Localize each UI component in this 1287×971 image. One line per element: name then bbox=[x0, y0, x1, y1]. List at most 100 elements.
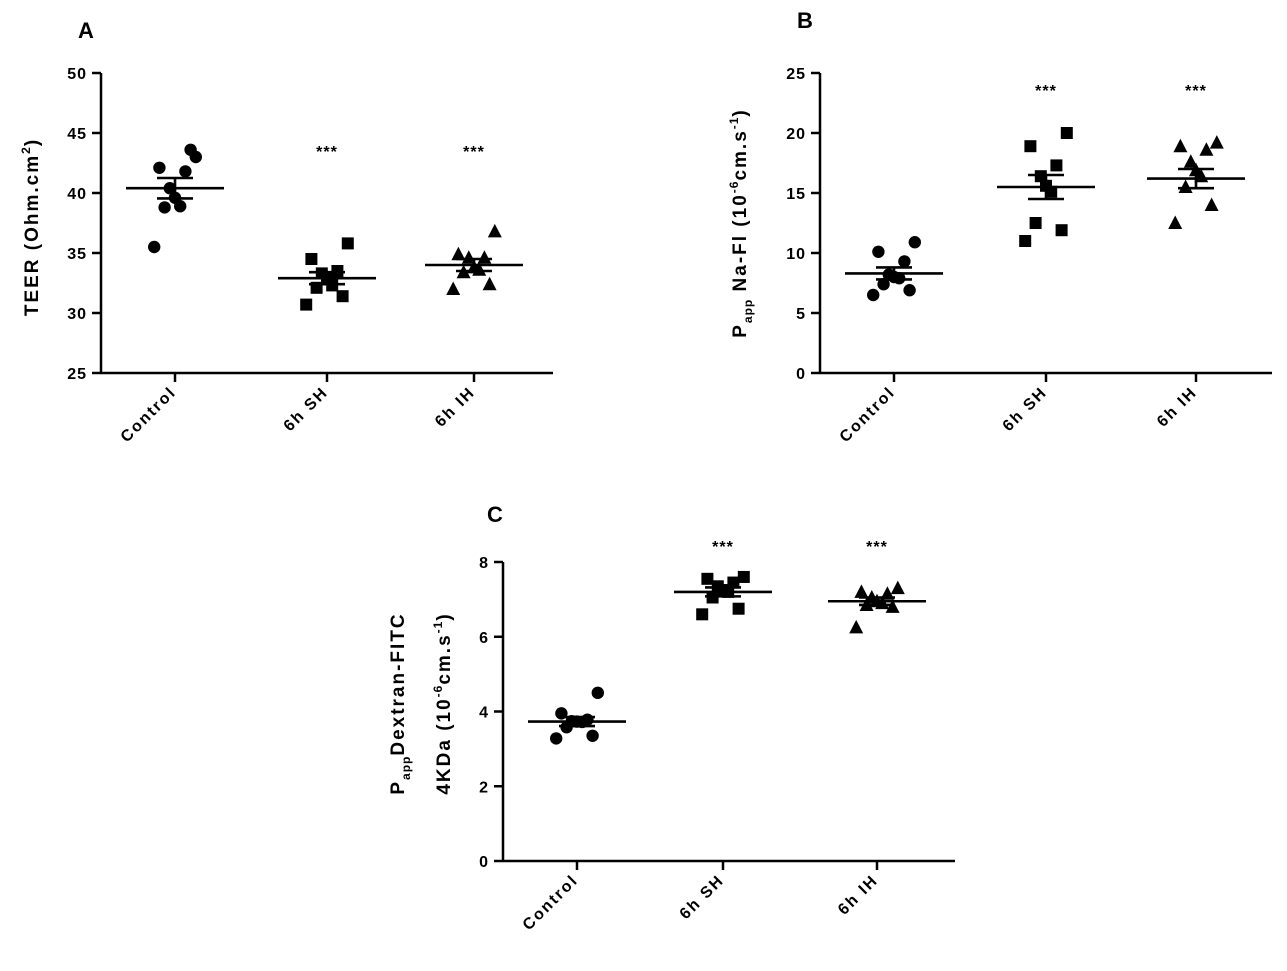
category-label: 6h IH bbox=[432, 384, 479, 431]
category-label: 6h IH bbox=[1154, 384, 1201, 431]
data-point bbox=[737, 570, 750, 583]
axis-label-part: -6 bbox=[727, 181, 741, 194]
data-point bbox=[1168, 215, 1183, 229]
category-label: 6h SH bbox=[677, 872, 728, 923]
data-point bbox=[341, 237, 354, 250]
data-point bbox=[1019, 235, 1032, 247]
y-tick-label: 6 bbox=[479, 630, 489, 647]
axis-label-part: cm.s bbox=[730, 129, 751, 180]
data-point bbox=[1199, 142, 1214, 156]
axis-label-part: ) bbox=[434, 612, 455, 620]
data-point bbox=[867, 288, 880, 302]
y-tick-label: 4 bbox=[479, 705, 489, 722]
data-point bbox=[461, 250, 476, 264]
data-point bbox=[727, 576, 740, 589]
axis-label-part: -1 bbox=[431, 621, 445, 634]
panel-letter: C bbox=[487, 502, 503, 527]
data-point bbox=[1204, 197, 1219, 211]
data-point bbox=[1178, 179, 1193, 193]
panel-letter: B bbox=[797, 8, 813, 33]
y-tick-label: 50 bbox=[67, 66, 87, 83]
y-tick-label: 10 bbox=[786, 246, 806, 263]
data-point bbox=[1029, 217, 1042, 229]
data-point bbox=[1060, 127, 1073, 139]
data-point bbox=[451, 246, 466, 261]
y-tick-label: 25 bbox=[67, 366, 87, 383]
panel-letter: A bbox=[78, 18, 94, 43]
data-point bbox=[1173, 138, 1188, 153]
data-point bbox=[898, 255, 911, 268]
y-tick-label: 15 bbox=[786, 186, 806, 203]
significance-marker: *** bbox=[712, 539, 734, 556]
y-tick-label: 8 bbox=[479, 555, 489, 572]
data-point bbox=[158, 201, 171, 214]
y-tick-label: 45 bbox=[67, 126, 87, 143]
data-point bbox=[908, 236, 921, 249]
data-point bbox=[179, 165, 192, 178]
data-point bbox=[184, 143, 197, 156]
panel-a: A 25 30 35 40 45 50 Control 6h SH 6h IH *** *** TEER… bbox=[19, 18, 553, 446]
data-point bbox=[153, 161, 166, 174]
y-tick-label: 25 bbox=[786, 66, 806, 83]
data-point bbox=[903, 284, 916, 297]
axis-label-part: P bbox=[730, 323, 751, 338]
axis-label-part: P bbox=[388, 780, 409, 795]
axis-label-part: Na-Fl (10 bbox=[730, 193, 751, 299]
significance-marker: *** bbox=[316, 144, 338, 161]
data-point bbox=[487, 223, 502, 238]
y-tick-label: 2 bbox=[479, 779, 489, 796]
data-point bbox=[1055, 224, 1068, 237]
y-tick-label: 20 bbox=[786, 126, 806, 143]
data-point bbox=[701, 572, 714, 585]
data-point bbox=[300, 298, 313, 311]
significance-marker: *** bbox=[1185, 83, 1207, 100]
y-tick-label: 0 bbox=[479, 854, 489, 871]
y-axis-label-line1: PappDextran-FITC bbox=[388, 612, 413, 794]
data-point bbox=[477, 250, 492, 264]
data-point bbox=[174, 200, 187, 213]
axis-label-part: Dextran-FITC bbox=[388, 612, 409, 755]
y-tick-label: 40 bbox=[67, 186, 87, 203]
category-label: 6h SH bbox=[281, 384, 332, 435]
axis-label-part: 4KDa (10 bbox=[434, 697, 455, 794]
y-tick-label: 0 bbox=[796, 366, 806, 383]
data-point bbox=[1183, 154, 1198, 168]
panel-b: B 0 5 10 15 20 25 Control 6h SH 6h IH *** *** Papp N… bbox=[727, 8, 1272, 446]
data-point bbox=[1024, 140, 1037, 153]
data-point bbox=[550, 732, 563, 745]
data-point bbox=[446, 281, 461, 295]
data-point bbox=[591, 686, 604, 700]
data-point bbox=[305, 253, 318, 265]
significance-marker: *** bbox=[1035, 83, 1057, 100]
y-tick-label: 30 bbox=[67, 306, 87, 323]
data-point bbox=[872, 245, 885, 258]
axis-label-part: app bbox=[741, 299, 755, 323]
data-point bbox=[482, 276, 497, 291]
axis-label-part: 2 bbox=[19, 146, 33, 154]
data-point bbox=[586, 729, 599, 742]
axis-label-part: cm.s bbox=[434, 633, 455, 684]
data-point bbox=[148, 240, 161, 254]
data-point bbox=[877, 278, 890, 291]
data-point bbox=[890, 580, 905, 595]
data-point bbox=[696, 608, 709, 621]
data-point bbox=[336, 290, 349, 303]
category-label: Control bbox=[520, 872, 582, 934]
category-label: 6h IH bbox=[835, 872, 882, 919]
axis-label-part: -6 bbox=[431, 685, 445, 698]
data-point bbox=[849, 619, 864, 634]
category-label: Control bbox=[118, 384, 180, 446]
data-point bbox=[1209, 135, 1224, 149]
axis-label-part: ) bbox=[22, 138, 43, 146]
data-point bbox=[472, 262, 487, 276]
panel-c: C 0 2 4 6 8 Control 6h SH 6h IH *** *** PappDextran… bbox=[388, 502, 955, 934]
data-point bbox=[854, 584, 869, 598]
data-point bbox=[1050, 159, 1063, 172]
category-label: 6h SH bbox=[1000, 384, 1051, 435]
significance-marker: *** bbox=[463, 144, 485, 161]
significance-marker: *** bbox=[866, 539, 888, 556]
axis-label-part: -1 bbox=[727, 117, 741, 130]
y-tick-label: 5 bbox=[796, 306, 806, 323]
y-tick-label: 35 bbox=[67, 246, 87, 263]
